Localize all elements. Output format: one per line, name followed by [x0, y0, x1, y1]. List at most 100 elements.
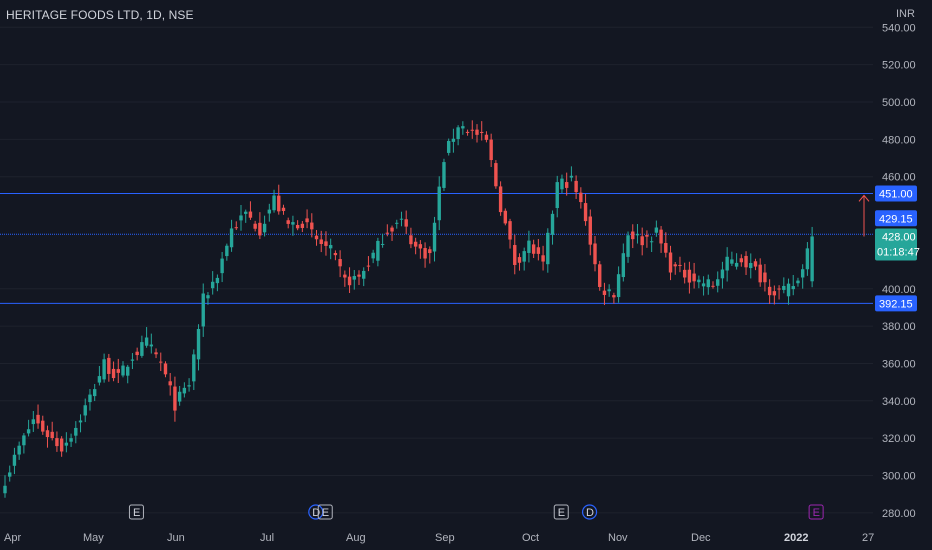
candle-body	[498, 186, 503, 213]
candle-body	[470, 129, 474, 131]
candle-body	[277, 195, 281, 212]
candle-body	[697, 279, 701, 283]
candle-body	[673, 264, 677, 267]
candle-body	[730, 259, 734, 264]
level-tag-451-bg	[875, 185, 917, 202]
up-arrow-marker	[858, 194, 870, 237]
candle-body	[616, 274, 621, 298]
candle-body	[489, 139, 493, 161]
earnings-marker	[317, 504, 333, 520]
candle-body	[758, 264, 762, 283]
candle-body	[437, 186, 441, 221]
candle-body	[786, 283, 791, 297]
candle-body	[664, 243, 668, 253]
candle-body	[598, 264, 602, 287]
candle-body	[50, 431, 54, 439]
candle-body	[428, 249, 432, 254]
horizontal-levels[interactable]	[0, 193, 873, 304]
earnings-marker-label: E	[813, 507, 820, 519]
candle-body	[649, 241, 654, 243]
candle-body	[503, 210, 508, 224]
y-tick-label: 500.00	[882, 97, 916, 109]
candle-body	[248, 211, 253, 218]
candle-body	[631, 231, 635, 240]
candle-body	[432, 222, 437, 252]
candle-body	[588, 216, 592, 245]
candle-body	[258, 222, 262, 236]
candle-body	[517, 257, 522, 263]
candle-body	[640, 236, 644, 246]
candle-body	[791, 286, 795, 290]
candle-body	[725, 256, 729, 271]
current-price-tag: 428.00	[882, 231, 916, 243]
candle-body	[319, 239, 323, 244]
candle-body	[668, 252, 673, 273]
y-tick-label: 320.00	[882, 433, 916, 445]
candle-body	[295, 224, 300, 229]
candle-body	[536, 247, 541, 254]
candle-body	[404, 219, 408, 227]
candle-body	[763, 272, 767, 283]
candle-body	[531, 244, 536, 254]
level-tag-429: 429.15	[879, 213, 913, 225]
candle-body	[678, 264, 682, 266]
candle-body	[777, 288, 781, 290]
candle-body	[371, 252, 375, 259]
candle-body	[366, 265, 371, 267]
candlestick-series	[3, 120, 814, 498]
earnings-marker-label: E	[322, 507, 329, 519]
candle-body	[706, 279, 710, 288]
candle-body	[102, 359, 106, 380]
candle-body	[423, 248, 427, 259]
candle-body	[720, 269, 725, 279]
candle-body	[36, 414, 40, 424]
x-tick-label: Dec	[691, 532, 711, 544]
candle-body	[88, 394, 92, 403]
candle-body	[22, 435, 26, 446]
candle-body	[92, 389, 97, 397]
candle-body	[546, 232, 550, 265]
candle-body	[555, 182, 559, 209]
candle-body	[343, 274, 347, 278]
dividend-marker-label: D	[586, 507, 594, 519]
candle-body	[149, 344, 154, 347]
candle-body	[144, 337, 149, 346]
candle-body	[583, 203, 588, 222]
candle-body	[97, 376, 102, 383]
candle-body	[168, 381, 172, 386]
chart-title: HERITAGE FOODS LTD, 1D, NSE	[6, 8, 194, 22]
candle-body	[300, 223, 305, 228]
candle-body	[140, 342, 144, 356]
candle-body	[234, 227, 238, 229]
candle-body	[465, 131, 470, 133]
price-axis[interactable]: 540.00 520.00 500.00 480.00 460.00 400.00 380.…	[882, 22, 916, 520]
candle-body	[201, 293, 205, 327]
candle-body	[291, 222, 295, 225]
y-tick-label: 360.00	[882, 358, 916, 370]
candle-body	[154, 352, 158, 355]
candle-body	[253, 223, 257, 229]
candle-body	[461, 126, 465, 129]
candle-body	[418, 244, 423, 249]
candle-body	[569, 175, 574, 178]
time-axis[interactable]: Apr May Jun Jul Aug Sep Oct Nov Dec 2022 27	[4, 532, 874, 544]
candle-body	[173, 386, 177, 411]
candle-body	[635, 233, 640, 236]
x-tick-label: Jun	[167, 532, 185, 544]
candle-body	[177, 391, 182, 402]
candle-body	[206, 295, 210, 299]
dividend-marker	[308, 504, 324, 520]
candle-body	[8, 472, 12, 477]
candle-body	[522, 251, 526, 262]
candle-body	[494, 163, 498, 187]
x-tick-label: Jul	[260, 532, 274, 544]
candle-body	[328, 245, 333, 249]
candle-body	[682, 269, 687, 278]
y-tick-label: 520.00	[882, 60, 916, 72]
candle-body	[26, 429, 31, 434]
candle-body	[413, 241, 418, 247]
candle-body	[607, 289, 611, 292]
x-tick-label: Oct	[522, 532, 539, 544]
